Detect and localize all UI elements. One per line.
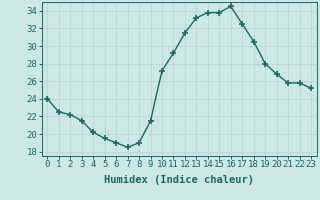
X-axis label: Humidex (Indice chaleur): Humidex (Indice chaleur) — [104, 175, 254, 185]
